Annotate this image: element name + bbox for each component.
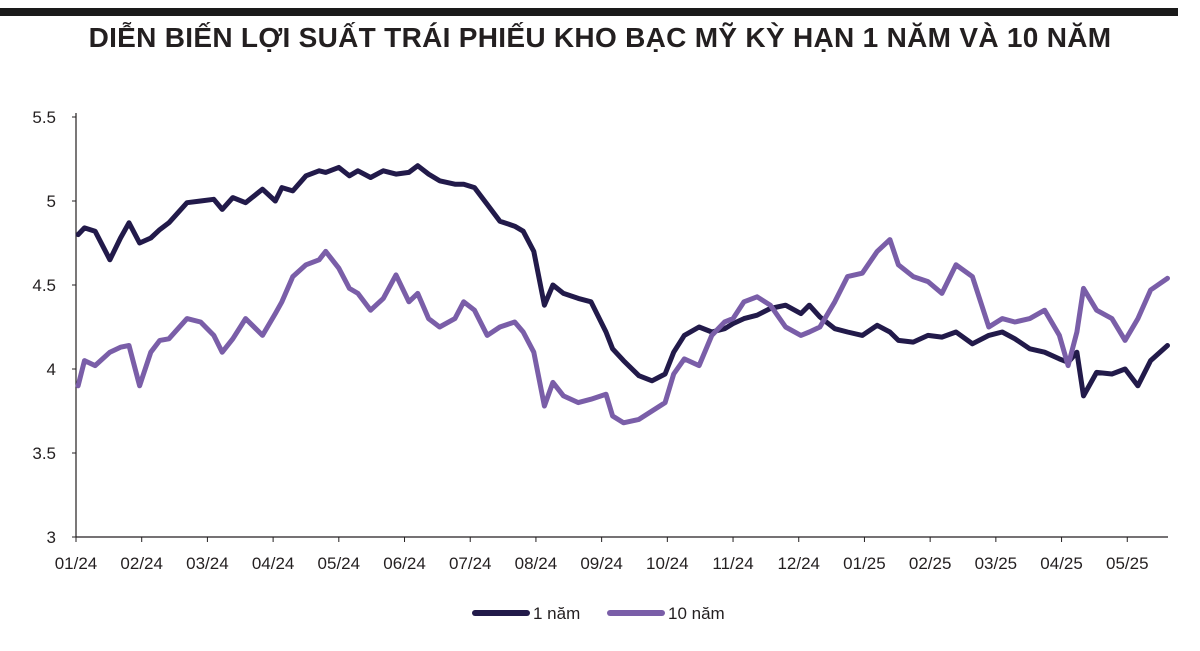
- x-tick-label: 01/24: [55, 554, 98, 573]
- chart-title: DIỄN BIẾN LỢI SUẤT TRÁI PHIẾU KHO BẠC MỸ…: [88, 22, 1112, 53]
- x-tick-label: 10/24: [646, 554, 689, 573]
- top-rule: [0, 8, 1178, 16]
- x-tick-label: 04/24: [252, 554, 295, 573]
- x-tick-label: 12/24: [777, 554, 820, 573]
- x-tick-label: 01/25: [843, 554, 886, 573]
- x-tick-label: 02/25: [909, 554, 952, 573]
- x-tick-label: 11/24: [712, 554, 753, 573]
- x-tick-label: 05/25: [1106, 554, 1149, 573]
- x-tick-label: 05/24: [318, 554, 361, 573]
- y-tick-label: 3.5: [32, 444, 56, 463]
- y-tick-label: 5.5: [32, 108, 56, 127]
- series-lines: [75, 163, 1170, 426]
- legend-label-ten-year: 10 năm: [668, 604, 725, 623]
- x-tick-label: 07/24: [449, 554, 492, 573]
- y-tick-label: 3: [47, 528, 56, 547]
- legend-label-one-year: 1 năm: [533, 604, 580, 623]
- x-tick-label: 04/25: [1040, 554, 1083, 573]
- x-axis-ticks: 01/24 02/24 03/24 04/24 05/24 06/24 07/24 08/24…: [55, 537, 1149, 573]
- x-tick-label: 02/24: [120, 554, 163, 573]
- series-line-ten-year: [75, 237, 1170, 426]
- y-tick-label: 5: [47, 192, 56, 211]
- x-tick-label: 03/25: [975, 554, 1018, 573]
- x-tick-label: 09/24: [580, 554, 623, 573]
- y-tick-label: 4.5: [32, 276, 56, 295]
- y-axis-ticks: 3 3.5 4 4.5 5 5.5: [32, 108, 76, 547]
- x-tick-label: 03/24: [186, 554, 229, 573]
- axes: [75, 113, 1168, 538]
- legend: 1 năm 10 năm: [472, 604, 725, 623]
- x-tick-label: 06/24: [383, 554, 426, 573]
- series-line-one-year: [75, 163, 1170, 399]
- y-tick-label: 4: [47, 360, 56, 379]
- x-tick-label: 08/24: [515, 554, 558, 573]
